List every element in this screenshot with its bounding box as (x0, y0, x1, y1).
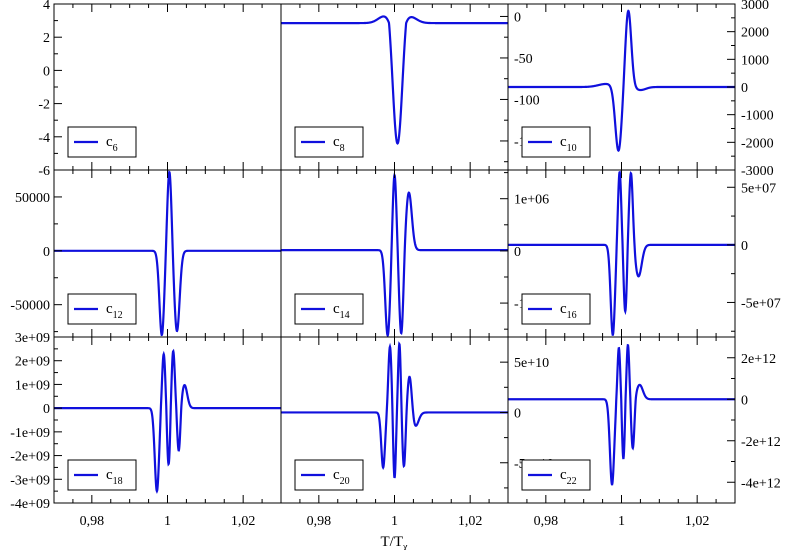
y-tick-label: 0 (43, 245, 50, 260)
legend-c22: c22 (521, 459, 591, 491)
x-tick-label: 1,02 (685, 514, 710, 529)
y-tick-label: 0 (741, 81, 748, 96)
y-tick-label: 1e+06 (514, 193, 549, 208)
y-tick-label: 2000 (741, 26, 769, 41)
legend-label-sub: 16 (567, 310, 577, 321)
y-tick-label: 5e+07 (741, 181, 776, 196)
y-tick-label: 2e+12 (741, 352, 776, 367)
legend-c8: c8 (294, 126, 364, 158)
legend-c10: c10 (521, 126, 591, 158)
x-tick-label: 0,98 (534, 514, 559, 529)
panel-c16: -5e+07 0 5e+07 c16 (507, 169, 781, 338)
panel-c18: -4e+09 -3e+09 -2e+09 -1e+09 0 1e+09 2e+09 3e+09… (10, 331, 282, 512)
legend-label-sub: 8 (340, 143, 345, 154)
panel-c22: -4e+12 -2e+12 0 2e+12 c22 (507, 336, 781, 504)
legend-label-sub: 20 (340, 476, 350, 487)
legend-c6: c6 (67, 126, 137, 158)
y-tick-label: -2 (38, 98, 50, 113)
legend-label-sub: 22 (567, 476, 577, 487)
legend-box (67, 293, 137, 325)
y-tick-label: 4 (43, 0, 50, 13)
y-tick-label: -4e+12 (741, 476, 781, 491)
y-tick-label: -3000 (741, 164, 774, 179)
y-tick-label: -1e+09 (10, 426, 50, 441)
legend-label: c8 (333, 134, 345, 154)
y-tick-label: 0 (43, 402, 50, 417)
y-tick-label: -50 (514, 52, 533, 67)
y-tick-label: -4 (38, 131, 50, 146)
y-tick-label: 3e+09 (15, 331, 50, 346)
y-tick-label: 2e+09 (15, 355, 50, 370)
y-tick-label: -5e+07 (741, 296, 781, 311)
y-tick-label: -100 (514, 93, 540, 108)
legend-label: c6 (106, 134, 118, 154)
panel-c12: -50000 0 50000 c12 (10, 169, 282, 338)
y-tick-label: -2e+09 (10, 450, 50, 465)
y-tick-label: -2e+12 (741, 435, 781, 450)
y-tick-label: -2000 (741, 136, 774, 151)
x-tick-label: 0,98 (307, 514, 332, 529)
legend-c12: c12 (67, 293, 137, 325)
x-axis-title: T/Tχ (381, 534, 409, 550)
y-tick-label: 50000 (15, 191, 50, 206)
y-tick-label: 0 (43, 64, 50, 79)
y-tick-label: 5e+10 (514, 356, 549, 371)
y-tick-label: 1e+09 (15, 378, 50, 393)
series-line-c22 (508, 343, 735, 486)
x-tick-label: 1 (618, 514, 625, 529)
legend-label-sub: 10 (567, 143, 577, 154)
legend-label-sub: 12 (113, 310, 123, 321)
y-tick-label: 1000 (741, 53, 769, 68)
y-tick-label: -6 (38, 164, 50, 179)
legend-label-sub: 18 (113, 476, 123, 487)
series-line-c18 (54, 348, 281, 494)
legend-c18: c18 (67, 459, 137, 491)
y-tick-label: 0 (514, 406, 521, 421)
x-tick-label: 0,98 (80, 514, 105, 529)
y-tick-label: -3e+09 (10, 473, 50, 488)
y-tick-label: 2 (43, 31, 50, 46)
legend-c14: c14 (294, 293, 364, 325)
y-tick-label: 0 (514, 10, 521, 25)
legend-c16: c16 (521, 293, 591, 325)
y-tick-label: -50000 (10, 299, 50, 314)
panel-c6: -6 -4 -2 0 2 4 c6 (38, 0, 282, 179)
y-tick-label: 3000 (741, 0, 769, 13)
x-tick-label: 1 (391, 514, 398, 529)
y-tick-label: -1000 (741, 109, 774, 124)
x-tick-label: 1 (164, 514, 171, 529)
y-tick-label: 0 (741, 393, 748, 408)
legend-c20: c20 (294, 459, 364, 491)
series-line-c8 (281, 15, 508, 145)
legend-label-sub: 14 (340, 310, 350, 321)
y-tick-label: 0 (514, 245, 521, 260)
series-line-c16 (508, 170, 735, 336)
x-tick-label: 1,02 (231, 514, 256, 529)
x-axis-title-sub: χ (402, 542, 408, 550)
legend-label-sub: 6 (113, 143, 118, 154)
x-tick-label: 1,02 (458, 514, 483, 529)
series-line-c20 (281, 341, 508, 479)
series-line-c10 (508, 9, 735, 153)
y-tick-label: -4e+09 (10, 497, 50, 512)
series-line-c12 (54, 170, 281, 337)
y-tick-label: 0 (741, 239, 748, 254)
